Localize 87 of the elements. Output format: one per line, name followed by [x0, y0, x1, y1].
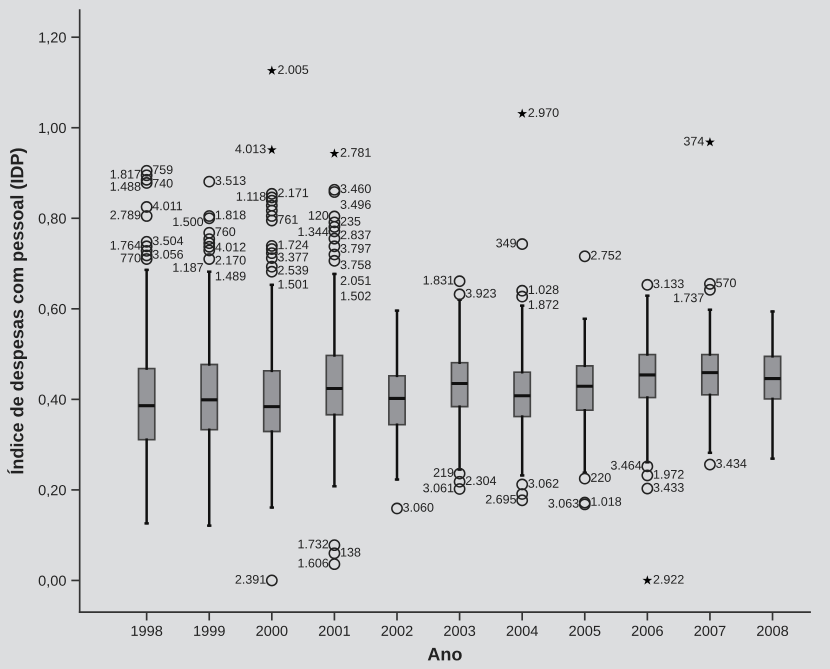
- annotation: 3.062: [528, 478, 558, 488]
- annotation: 3.496: [340, 200, 371, 209]
- annotation: 235: [340, 216, 360, 226]
- y-tick-label: 0,40: [38, 394, 66, 407]
- annotation: 1.872: [528, 300, 558, 310]
- annotation: 1.118: [236, 192, 266, 201]
- annotation: 2.695: [486, 494, 516, 504]
- annotation: 740: [152, 178, 173, 188]
- annotation: 1.500: [173, 217, 204, 226]
- annotation: 220: [591, 473, 611, 482]
- x-tick-label: 2004: [506, 626, 538, 636]
- annotation: 1.187: [173, 263, 203, 272]
- annotation: 1.831: [424, 276, 454, 285]
- annotation: 1.028: [528, 285, 559, 294]
- x-tick-label: 2005: [569, 626, 600, 636]
- annotation: 3.464: [610, 460, 642, 470]
- annotation: 1.501: [278, 280, 308, 289]
- x-tick-label: 2006: [632, 626, 663, 636]
- y-tick-label: 0,60: [38, 304, 66, 316]
- annotation: 2.539: [278, 266, 308, 275]
- annotation: 374: [684, 136, 704, 146]
- annotation: 2.922: [654, 574, 684, 584]
- annotation: 2.391: [236, 574, 266, 584]
- annotation: 3.460: [340, 184, 371, 194]
- y-axis-title: Índice de despesas com pessoal (IDP): [7, 148, 27, 474]
- annotation: 4.011: [152, 201, 182, 210]
- annotation: 4.012: [215, 242, 246, 252]
- annotation: 3.063: [548, 498, 579, 508]
- annotation: 1.737: [674, 293, 704, 302]
- annotation: 1.764: [110, 240, 141, 250]
- annotation: 1.606: [298, 558, 328, 568]
- annotation: 2.051: [340, 276, 371, 286]
- x-tick-label: 2002: [382, 626, 412, 636]
- annotation: 3.923: [466, 288, 496, 298]
- y-tick-label: 0,80: [38, 213, 66, 226]
- annotation: 770: [120, 254, 141, 262]
- annotation: 2.789: [110, 210, 140, 220]
- annotation: 1.488: [110, 182, 140, 191]
- annotation: 120: [308, 210, 328, 220]
- annotation: 219: [434, 468, 454, 477]
- annotation: 2.970: [528, 108, 559, 118]
- x-tick-label: 2003: [444, 626, 476, 636]
- annotation: 1.724: [278, 240, 308, 250]
- x-tick-label: 2008: [757, 626, 788, 636]
- annotation: 3.056: [152, 250, 184, 259]
- annotation: 760: [216, 227, 236, 236]
- y-tick-label: 1,20: [39, 32, 66, 44]
- annotation: 3.797: [340, 244, 371, 253]
- annotation: 1.972: [654, 470, 684, 479]
- y-tick-label: 0,00: [38, 576, 66, 588]
- annotation: 2.005: [278, 65, 308, 74]
- annotation: 1.018: [591, 497, 622, 506]
- annotation: 3.434: [716, 459, 746, 468]
- annotation: 761: [278, 215, 298, 224]
- x-tick-label: 2007: [694, 626, 726, 636]
- annotation: 3.060: [403, 502, 434, 512]
- x-axis-title: Ano: [428, 648, 462, 661]
- annotation: 1.732: [298, 540, 328, 548]
- annotation: 1.489: [216, 272, 246, 280]
- annotation: 3.513: [215, 176, 246, 185]
- annotation: 1.818: [216, 210, 246, 220]
- y-tick-label: 0,20: [38, 485, 66, 498]
- annotation: 2.752: [591, 250, 622, 260]
- annotation: 570: [716, 278, 736, 288]
- annotation: 138: [341, 548, 360, 557]
- annotation: 1.502: [341, 292, 371, 300]
- x-tick-label: 2001: [318, 626, 350, 636]
- annotation: 2.304: [466, 476, 496, 486]
- annotation: 3.061: [423, 484, 454, 492]
- annotation: 3.133: [653, 279, 684, 288]
- annotation: 3.758: [340, 260, 371, 270]
- annotation: 3.377: [278, 252, 308, 262]
- annotation: 2.837: [340, 230, 371, 240]
- x-tick-label: 1999: [194, 626, 225, 636]
- y-tick-label: 1,00: [39, 122, 66, 135]
- x-tick-label: 2000: [256, 626, 288, 636]
- annotation: 1.817: [110, 170, 140, 179]
- annotation: 349: [496, 238, 516, 248]
- annotation: 4.013: [235, 144, 266, 154]
- annotation: 1.344: [298, 227, 328, 236]
- annotation: 2.781: [340, 148, 371, 157]
- annotation: 759: [152, 165, 173, 174]
- x-tick-label: 1998: [132, 626, 162, 636]
- annotation: 2.171: [278, 188, 308, 198]
- annotation: 2.170: [216, 256, 246, 265]
- annotation: 3.504: [152, 236, 184, 246]
- annotation: 3.433: [653, 483, 684, 492]
